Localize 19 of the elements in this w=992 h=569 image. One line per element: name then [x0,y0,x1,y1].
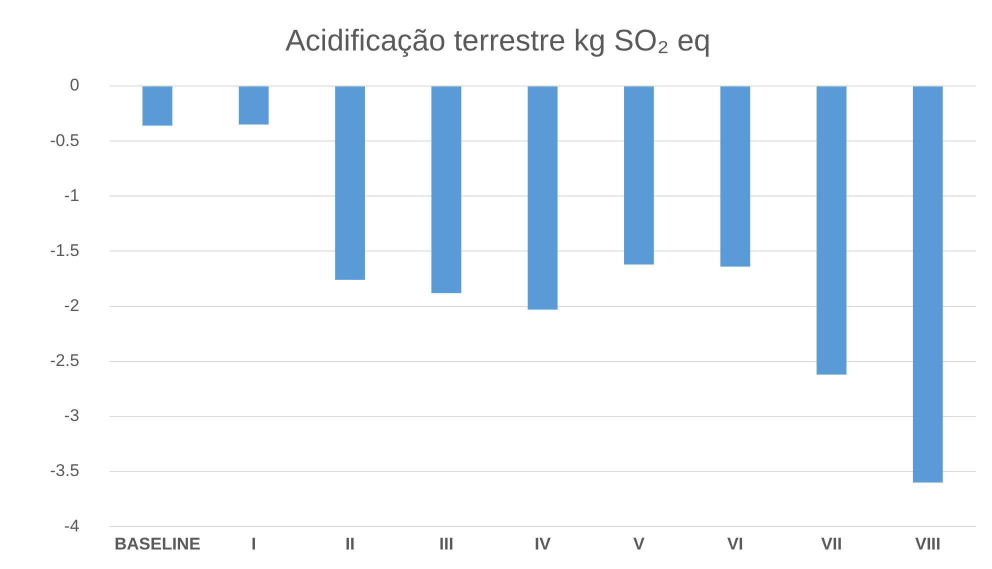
y-tick-label: -2 [64,296,80,315]
y-tick-label: -1.5 [50,240,80,260]
y-tick-label: -3 [64,406,80,426]
y-tick-label: -4 [64,516,80,536]
y-tick-label: -1 [64,186,80,205]
y-tick-label: -0.5 [50,130,80,150]
x-tick-label: II [345,534,355,554]
y-tick-label: -2.5 [50,351,80,370]
x-tick-label: IV [534,534,552,554]
x-tick-label: VII [821,534,842,554]
y-tick-label: 0 [70,76,80,95]
chart-title: Acidificação terrestre kg SO₂ eq [285,24,711,58]
x-tick-label: V [633,534,646,554]
x-tick-label: I [251,534,256,554]
x-tick-label: III [439,534,454,554]
x-tick-label: VI [727,534,744,554]
y-tick-label: -3.5 [50,461,80,480]
x-tick-label: VIII [915,534,941,554]
x-tick-label: BASELINE [114,534,200,554]
